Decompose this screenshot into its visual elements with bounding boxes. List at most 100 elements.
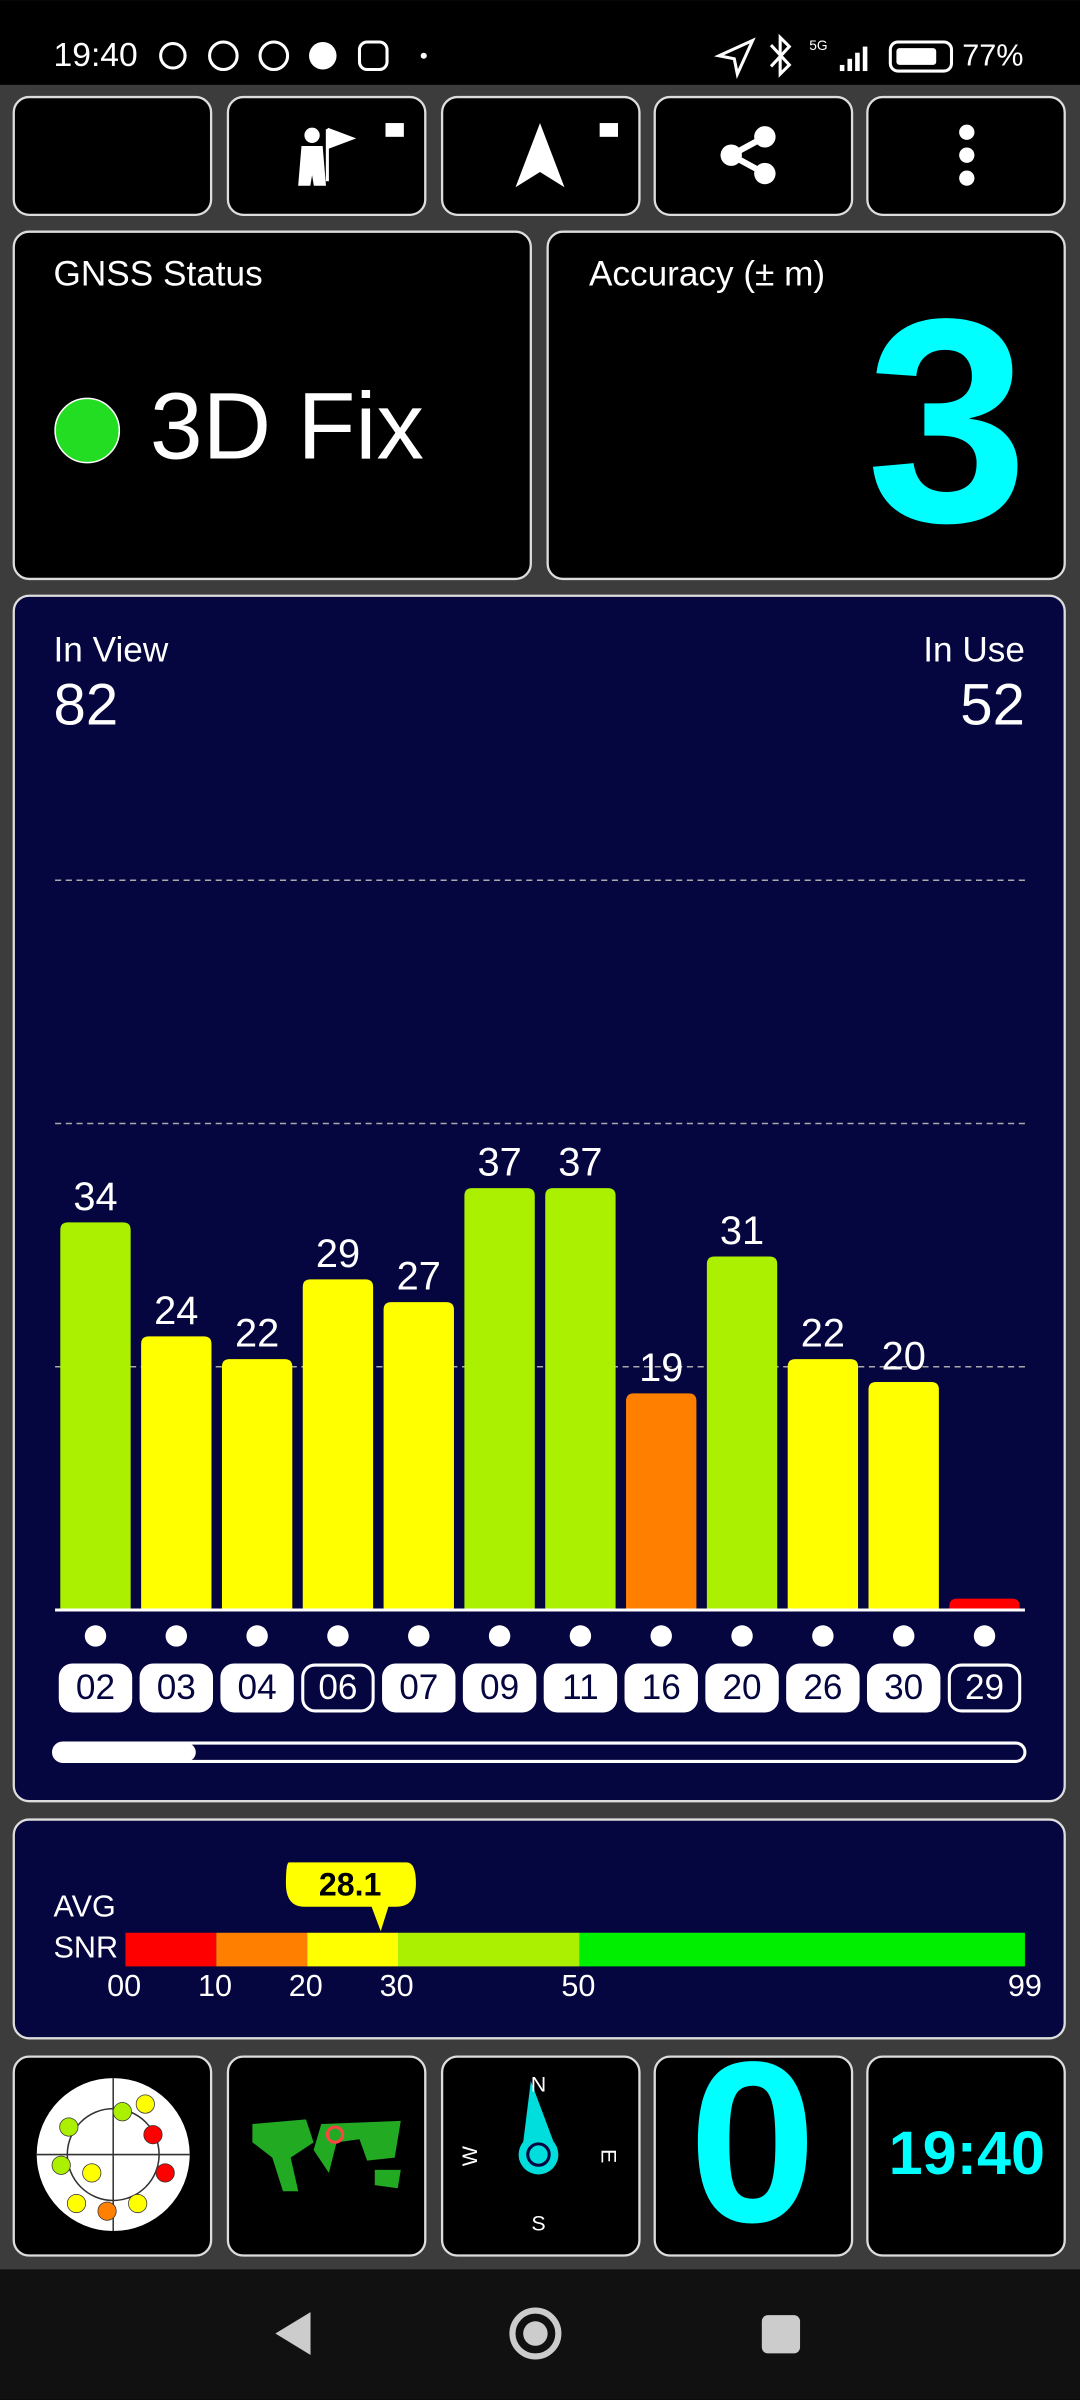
bar-value-label: 22 <box>235 1312 279 1356</box>
gnss-status-panel <box>12 230 532 581</box>
location-icon <box>714 37 756 80</box>
battery-icon <box>888 40 954 73</box>
snr-tick-label: 20 <box>289 1969 323 2003</box>
prn-label: 26 <box>803 1668 842 1707</box>
snr-label-top: AVG <box>54 1889 116 1923</box>
satellite-panel <box>12 594 1066 1803</box>
bar-value-label: 37 <box>558 1141 602 1185</box>
sky-satellite <box>82 2163 102 2183</box>
satellite-dot <box>84 1625 107 1647</box>
prn-label: 03 <box>157 1668 196 1707</box>
snr-segment <box>216 1932 308 1967</box>
bottom-tile[interactable] <box>653 2055 854 2257</box>
compass-e: E <box>597 2149 621 2163</box>
bar-value-label: 34 <box>73 1175 117 1219</box>
prn-box <box>220 1663 294 1713</box>
in-view-count: 82 <box>54 672 119 737</box>
status-icon <box>309 41 337 70</box>
battery-level <box>896 48 937 65</box>
snr-tick-label: 50 <box>561 1969 595 2003</box>
toolbar-button[interactable] <box>653 95 854 216</box>
satellite-dot <box>650 1625 672 1647</box>
bar-value-label: 31 <box>720 1209 764 1253</box>
menu-dot <box>959 124 975 140</box>
snr-tick-label: 30 <box>380 1969 414 2003</box>
toolbar-button[interactable] <box>12 95 213 216</box>
prn-box <box>58 1663 133 1713</box>
signal-bar <box>862 46 868 72</box>
status-icon <box>258 40 290 72</box>
gnss-status-title: GNSS Status <box>54 254 263 293</box>
satellite-dot <box>569 1625 592 1647</box>
status-icon <box>159 41 187 70</box>
satellite-dot <box>488 1625 511 1647</box>
sky-satellite <box>155 2163 175 2183</box>
bar-value-label: 19 <box>639 1346 683 1390</box>
satellite-dot <box>327 1625 349 1647</box>
menu-dot <box>959 147 975 163</box>
snr-tick-label: 00 <box>107 1969 141 2003</box>
accuracy-value: 3 <box>866 258 1028 583</box>
prn-label: 29 <box>965 1668 1004 1707</box>
bar-value-label: 20 <box>882 1334 926 1378</box>
bar-value-label: 29 <box>316 1232 360 1276</box>
snr-segment <box>125 1932 217 1967</box>
sky-satellite <box>135 2094 155 2114</box>
accuracy-title: Accuracy (± m) <box>589 254 825 293</box>
sky-satellite <box>143 2125 163 2145</box>
snr-tick-label: 10 <box>198 1969 232 2003</box>
signal-bar <box>847 58 853 72</box>
nav-back[interactable] <box>275 2312 311 2355</box>
bar <box>383 1302 454 1610</box>
prn-box <box>705 1663 779 1713</box>
in-use-label: In Use <box>923 631 1025 670</box>
prn-box <box>139 1663 214 1713</box>
snr-segment <box>398 1932 580 1967</box>
signal-bar <box>855 52 860 72</box>
prn-label: 04 <box>238 1668 277 1707</box>
bottom-tile[interactable] <box>866 2055 1066 2257</box>
prn-box <box>947 1663 1022 1713</box>
status-icon <box>208 40 239 72</box>
compass-needle <box>523 2081 554 2143</box>
accuracy-panel <box>546 230 1066 581</box>
guide-icon <box>298 127 357 186</box>
world-map <box>252 2119 401 2192</box>
prn-box <box>624 1663 698 1713</box>
bar <box>302 1279 374 1610</box>
nav-home-dot <box>523 2321 548 2346</box>
guide-icon <box>304 127 320 143</box>
compass-n: N <box>531 2072 546 2096</box>
bar <box>626 1393 697 1610</box>
compass-hub <box>518 2134 559 2175</box>
bar-value-label: 22 <box>801 1312 845 1356</box>
sky-satellite <box>128 2193 148 2214</box>
in-use-count: 52 <box>960 672 1025 737</box>
compass-hub-ring <box>526 2142 551 2167</box>
prn-box <box>786 1663 860 1713</box>
avg-value: 28.1 <box>319 1866 381 1902</box>
nav-recents[interactable] <box>761 2315 801 2354</box>
snr-tick-label: 99 <box>1008 1969 1042 2003</box>
satellite-dot <box>165 1625 188 1647</box>
share-icon <box>754 126 776 148</box>
prn-label: 20 <box>722 1668 761 1707</box>
compass-w: W <box>458 2145 482 2166</box>
prn-box <box>301 1663 375 1713</box>
status-network: 5G <box>809 38 827 53</box>
menu-dot <box>959 170 975 186</box>
bar <box>787 1359 859 1610</box>
compass-s: S <box>531 2212 545 2236</box>
snr-segment <box>579 1932 1025 1967</box>
location-marker <box>325 2125 345 2144</box>
snr-label-bottom: SNR <box>54 1931 119 1965</box>
status-time: 19:40 <box>54 37 138 74</box>
bar-value-label: 37 <box>477 1141 521 1185</box>
bar <box>545 1188 616 1610</box>
satellite-dot <box>246 1625 268 1647</box>
bar <box>464 1188 535 1610</box>
nav-home[interactable] <box>509 2307 562 2360</box>
satellite-dot <box>973 1625 996 1647</box>
satellite-dot <box>731 1625 753 1647</box>
prn-label: 09 <box>480 1668 519 1707</box>
